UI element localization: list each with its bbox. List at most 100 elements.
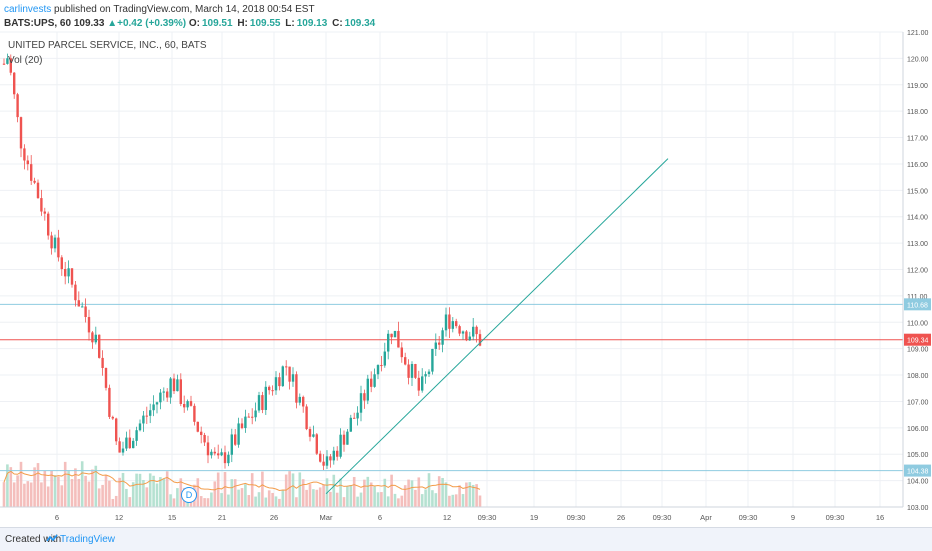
candle-body	[271, 390, 274, 392]
price-axis[interactable]: 103.00 104.00 105.00 106.00 107.00 108.00 109.…	[907, 30, 929, 512]
candle-body	[176, 379, 179, 392]
volume-bar	[216, 472, 220, 507]
candle-body	[223, 452, 227, 464]
candle-body	[36, 182, 40, 199]
volume-bar	[60, 485, 64, 507]
trendline[interactable]	[325, 158, 669, 495]
candle-body	[57, 237, 60, 258]
volume-bar	[230, 479, 234, 507]
candle-body	[77, 300, 80, 307]
price-label: 109.34	[907, 338, 929, 345]
volume-bar	[271, 492, 274, 507]
y-tick-label: 119.00	[907, 83, 928, 90]
y-tick-label: 112.00	[907, 268, 928, 275]
candle-body	[70, 268, 74, 285]
symbol-label: BATS:UPS, 60	[4, 18, 72, 29]
price-label-box	[904, 333, 931, 346]
volume-bar	[57, 476, 60, 507]
volume-bar	[295, 497, 298, 507]
volume-bar	[451, 494, 455, 507]
volume-bar	[87, 481, 91, 507]
candle-body	[104, 367, 108, 388]
candle-body	[444, 314, 448, 331]
candle-body	[285, 366, 288, 368]
candle-body	[404, 357, 407, 365]
volume-bar	[9, 467, 13, 507]
volume-bar	[74, 468, 77, 507]
volume-bar	[162, 478, 166, 507]
volume-bar	[46, 486, 50, 507]
volume-bar	[291, 473, 295, 507]
volume-bar	[223, 471, 227, 507]
volume-bar	[475, 484, 478, 507]
volume-bar	[322, 484, 325, 507]
volume-bar	[244, 484, 247, 507]
candle-body	[417, 377, 420, 391]
candle-body	[237, 423, 240, 445]
y-tick-label: 117.00	[907, 136, 928, 143]
candle-body	[50, 235, 53, 249]
y-tick-label: 121.00	[907, 30, 929, 37]
volume-bar	[159, 477, 162, 507]
candle-body	[251, 416, 254, 418]
x-tick-label: 09:30	[653, 513, 672, 522]
volume-bar	[213, 481, 217, 507]
price-chart[interactable]: 103.00 104.00 105.00 106.00 107.00 108.00 109.…	[0, 0, 932, 527]
volume-bar	[128, 497, 132, 507]
volume-bar	[199, 496, 203, 507]
volume-bar	[356, 496, 359, 507]
volume-bar	[420, 494, 424, 507]
candle-body	[322, 461, 325, 466]
volume-bar	[36, 463, 40, 507]
volume-bar	[206, 498, 210, 507]
candle-body	[261, 395, 264, 410]
tradingview-link[interactable]: TradingView	[60, 534, 116, 545]
volume-bar	[148, 473, 152, 507]
candle-body	[421, 376, 424, 391]
candle-body	[329, 456, 332, 461]
volume-bar	[145, 487, 149, 507]
candle-body	[461, 331, 465, 334]
candle-body	[47, 213, 50, 236]
candle-body	[288, 366, 291, 382]
candle-body	[152, 404, 155, 411]
time-axis[interactable]: 6 12 15 21 26 Mar 6 12 09:30 19 09:30 26 09:30 Apr 09:…	[55, 513, 884, 522]
volume-bar	[19, 461, 23, 507]
volume-bar	[315, 489, 319, 507]
volume-bar	[261, 471, 264, 507]
candle-body	[220, 452, 223, 456]
candle-body	[33, 180, 36, 183]
candle-body	[291, 374, 295, 382]
candle-body	[319, 453, 322, 462]
author-link[interactable]: carlinvests	[4, 4, 52, 15]
volume-bar	[332, 474, 336, 507]
volume-bar	[431, 490, 434, 507]
candle-body	[87, 317, 91, 333]
dividend-badge[interactable]: D	[181, 487, 197, 503]
published-text: published on TradingView.com, March 14, …	[51, 4, 315, 15]
y-tick-label: 104.00	[907, 479, 929, 486]
x-tick-label: 6	[55, 513, 59, 522]
x-tick-label: 09:30	[567, 513, 586, 522]
volume-bar	[427, 473, 431, 507]
candles	[2, 53, 482, 470]
candle-body	[142, 415, 145, 424]
volume-bar	[70, 478, 74, 507]
candle-body	[472, 326, 475, 337]
volume-bar	[312, 489, 315, 507]
x-tick-label: 09:30	[739, 513, 758, 522]
volume-bar	[169, 494, 172, 507]
candle-body	[305, 406, 308, 430]
candle-body	[448, 314, 451, 329]
price-label-box	[904, 298, 931, 311]
volume-bar	[346, 486, 349, 507]
candle-body	[434, 342, 437, 349]
candle-body	[40, 198, 43, 212]
volume-bar	[121, 472, 125, 507]
volume-bar	[118, 477, 121, 507]
y-tick-label: 108.00	[907, 373, 929, 380]
volume-bar	[437, 476, 441, 507]
volume-bar	[63, 461, 67, 507]
candle-body	[128, 437, 131, 449]
x-tick-label: 09:30	[478, 513, 497, 522]
